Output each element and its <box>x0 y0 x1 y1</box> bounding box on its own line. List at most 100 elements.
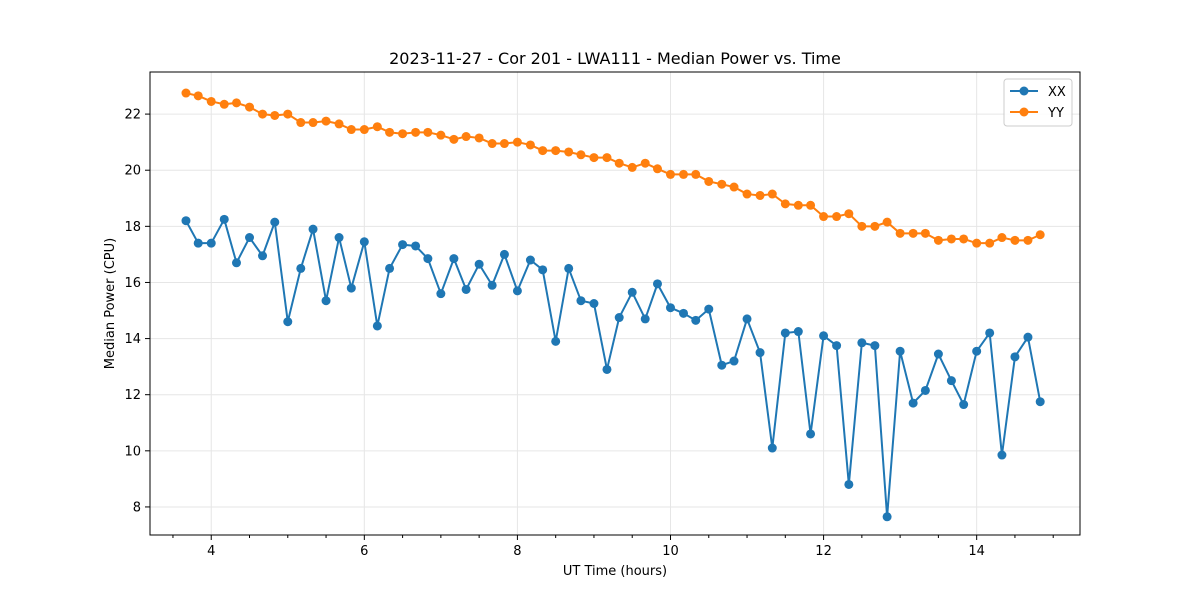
data-point-yy <box>270 110 280 120</box>
data-point-xx <box>844 479 854 489</box>
data-point-xx <box>589 299 599 308</box>
y-tick-label: 14 <box>124 332 141 347</box>
data-point-xx <box>997 450 1007 460</box>
legend: XX YY <box>1003 78 1073 127</box>
data-point-yy <box>385 127 395 137</box>
y-tick-label: 16 <box>124 276 141 291</box>
data-point-yy <box>487 139 497 149</box>
x-tick-label: 14 <box>968 544 985 559</box>
data-point-xx <box>832 341 842 351</box>
data-point-xx <box>614 313 624 323</box>
data-point-xx <box>474 259 484 269</box>
data-point-xx <box>691 315 701 325</box>
data-point-xx <box>959 400 969 410</box>
data-point-xx <box>258 251 268 261</box>
data-point-yy <box>793 200 803 210</box>
data-point-yy <box>627 162 637 172</box>
data-point-xx <box>679 308 689 318</box>
data-point-xx <box>920 385 930 395</box>
y-tick-label: 18 <box>124 220 141 235</box>
data-point-xx <box>436 289 446 299</box>
x-tick-label: 4 <box>207 544 215 559</box>
x-tick-label: 8 <box>513 544 521 559</box>
data-point-xx <box>193 238 203 248</box>
data-point-xx <box>946 376 956 386</box>
data-point-yy <box>219 99 229 109</box>
data-point-yy <box>844 209 854 219</box>
data-point-yy <box>308 118 318 128</box>
data-point-xx <box>385 263 395 273</box>
data-point-yy <box>321 116 331 126</box>
data-point-yy <box>717 179 727 189</box>
data-point-yy <box>832 212 842 222</box>
data-point-xx <box>512 286 522 296</box>
data-point-xx <box>359 237 369 247</box>
data-point-yy <box>346 125 356 135</box>
data-point-xx <box>499 249 509 259</box>
data-point-yy <box>920 228 930 238</box>
data-point-xx <box>564 263 574 273</box>
data-point-xx <box>1023 332 1033 342</box>
data-point-xx <box>793 327 803 337</box>
data-point-xx <box>819 331 829 341</box>
data-point-xx <box>704 304 714 314</box>
data-point-xx <box>206 238 216 248</box>
data-point-xx <box>487 280 497 290</box>
series-line-xx <box>185 218 1042 518</box>
data-point-yy <box>908 228 918 238</box>
data-point-xx <box>882 512 892 522</box>
data-point-xx <box>717 360 727 370</box>
data-point-yy <box>411 127 421 137</box>
data-point-yy <box>895 228 905 238</box>
legend-marker-yy <box>1019 107 1029 117</box>
data-point-xx <box>652 279 662 289</box>
data-point-xx <box>423 254 433 264</box>
data-point-yy <box>525 140 535 150</box>
data-point-xx <box>908 398 918 408</box>
data-point-yy <box>972 238 982 248</box>
data-point-yy <box>436 130 446 140</box>
data-point-xx <box>538 265 548 275</box>
data-point-xx <box>525 255 535 265</box>
data-point-xx <box>933 349 943 359</box>
data-point-yy <box>665 169 675 179</box>
data-point-yy <box>946 234 956 244</box>
plot-frame <box>149 71 1081 536</box>
data-point-yy <box>933 235 943 245</box>
legend-label-xx: XX <box>1048 85 1066 100</box>
data-point-xx <box>219 214 229 224</box>
data-point-yy <box>589 153 599 163</box>
data-point-xx <box>576 296 586 306</box>
y-tick-label: 12 <box>124 388 141 403</box>
data-point-xx <box>551 336 561 346</box>
data-point-yy <box>499 139 509 149</box>
data-point-yy <box>755 190 765 200</box>
data-point-yy <box>704 176 714 186</box>
data-point-yy <box>231 98 241 108</box>
x-axis-label: UT Time (hours) <box>563 564 667 579</box>
data-point-yy <box>372 122 382 132</box>
data-point-xx <box>449 254 459 264</box>
data-point-xx <box>972 346 982 356</box>
tick-layer: 4 6 8 10 12 14 8 10 12 14 16 18 20 22 <box>124 108 1054 559</box>
chart-title: 2023-11-27 - Cor 201 - LWA111 - Median P… <box>389 49 841 68</box>
legend-marker-xx <box>1019 86 1029 96</box>
data-point-xx <box>296 263 306 273</box>
data-point-xx <box>767 443 777 453</box>
data-point-xx <box>857 338 867 348</box>
data-point-yy <box>767 189 777 199</box>
legend-label-yy: YY <box>1047 106 1064 121</box>
data-point-yy <box>449 134 459 144</box>
data-point-yy <box>882 217 892 227</box>
data-point-yy <box>602 153 612 163</box>
data-point-yy <box>806 200 816 210</box>
data-point-yy <box>181 88 191 98</box>
data-point-xx <box>283 317 293 327</box>
data-point-yy <box>1035 230 1045 240</box>
data-point-xx <box>985 328 995 338</box>
y-tick-label: 8 <box>133 500 141 515</box>
data-point-yy <box>564 147 574 157</box>
data-point-yy <box>652 164 662 174</box>
series-line-yy <box>185 92 1041 245</box>
series-layer <box>181 88 1045 522</box>
